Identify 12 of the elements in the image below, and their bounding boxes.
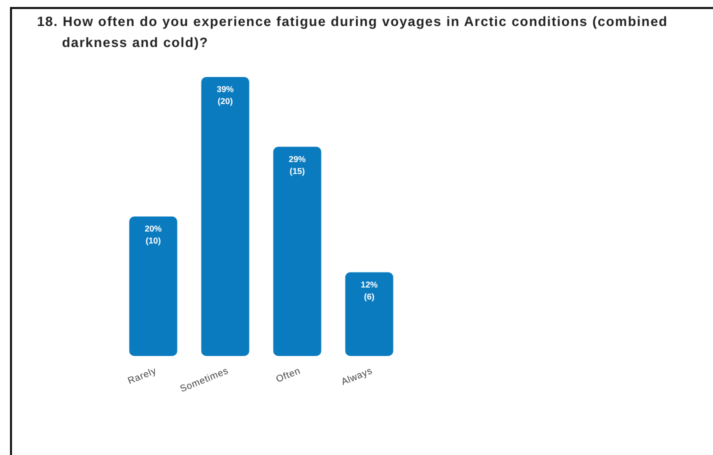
bar bbox=[201, 77, 250, 356]
chart-title: 18. How often do you experience fatigue during voyages in Arctic conditions (combined darkness and cold)? bbox=[37, 13, 669, 52]
data-label: 39% (20) bbox=[216, 84, 234, 106]
bar bbox=[345, 272, 394, 356]
x-tick-label: Often bbox=[274, 366, 302, 386]
x-tick-label: Rarely bbox=[126, 366, 158, 387]
data-label: 29% (15) bbox=[288, 154, 306, 176]
data-label: 20% (10) bbox=[144, 224, 162, 246]
x-tick-label: Always bbox=[340, 366, 374, 388]
bar bbox=[129, 216, 178, 356]
bar bbox=[273, 146, 322, 356]
data-label: 12% (6) bbox=[360, 279, 378, 302]
